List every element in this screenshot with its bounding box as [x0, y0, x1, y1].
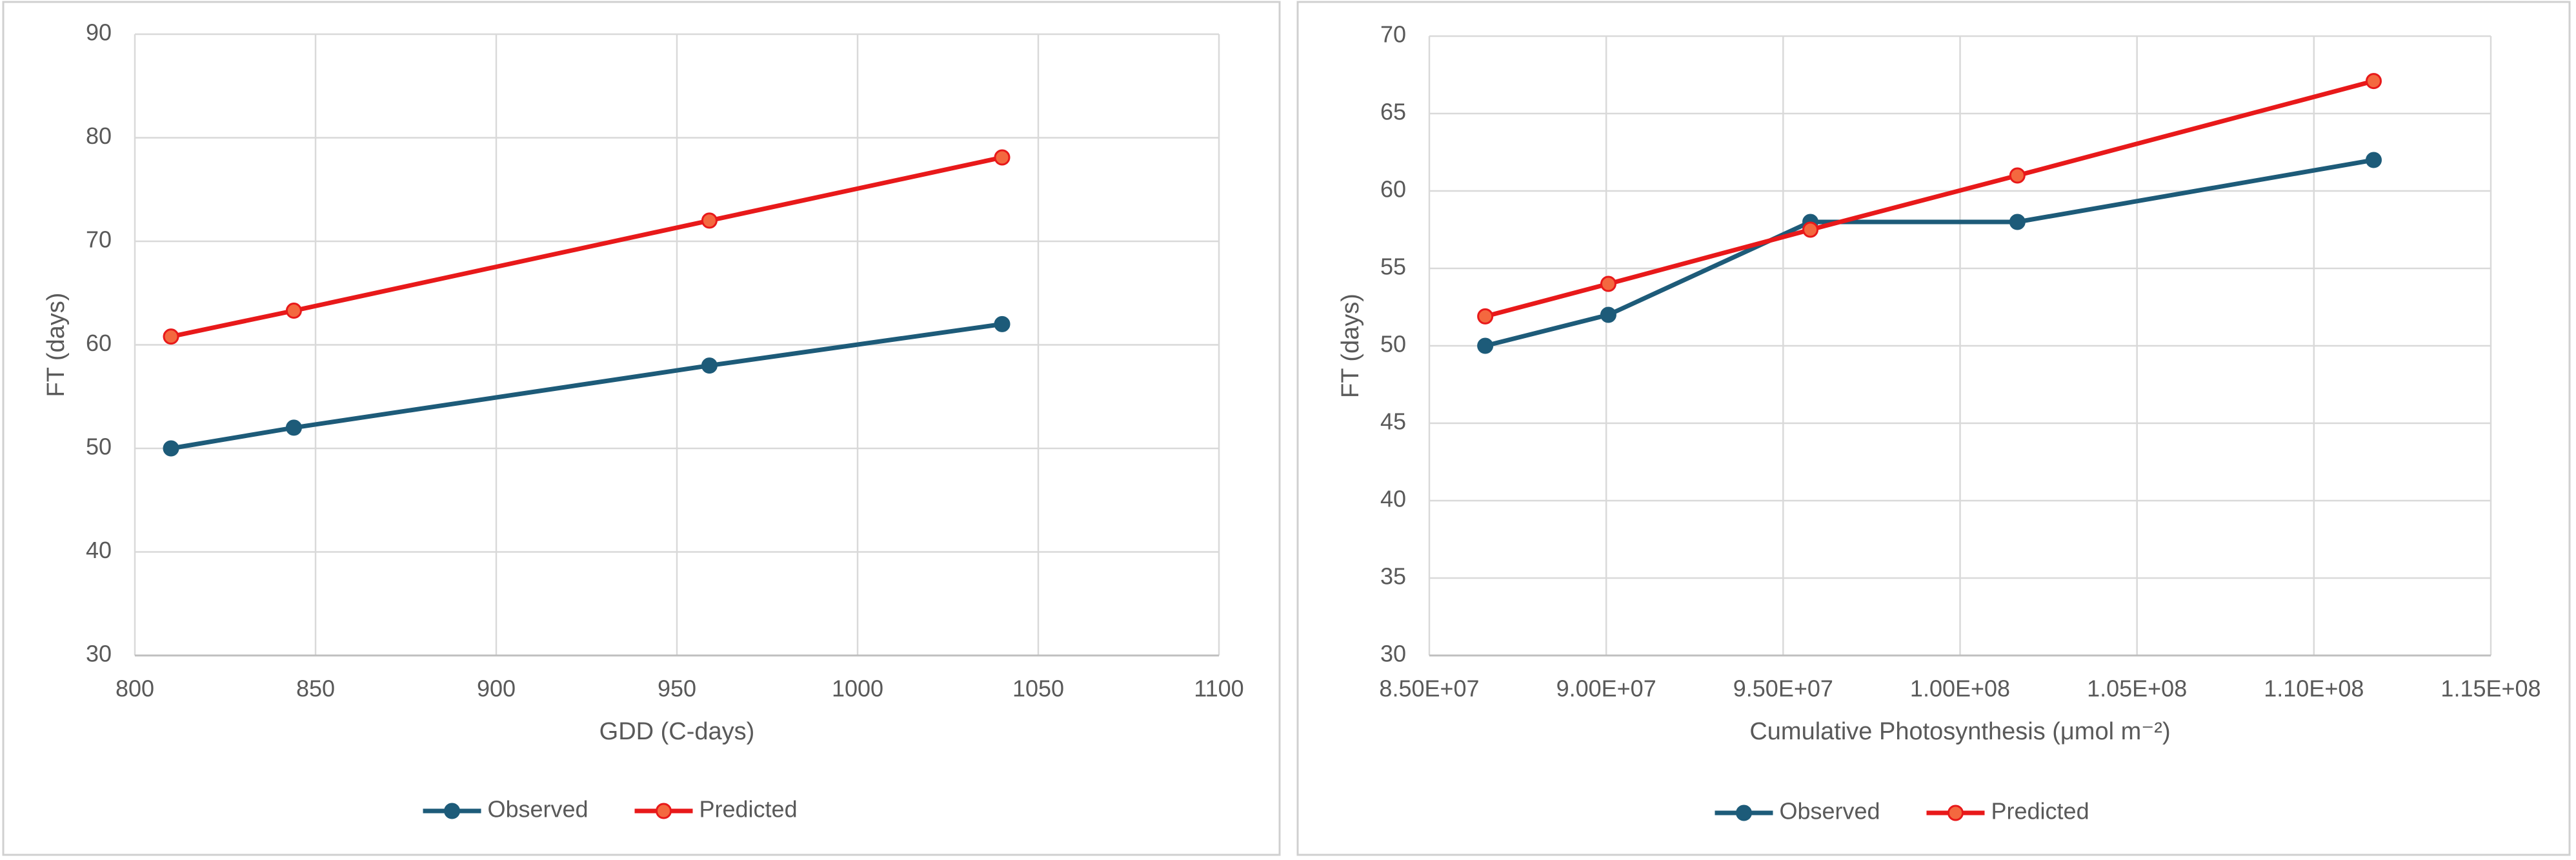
y-tick-label: 55	[1380, 254, 1406, 280]
y-tick-label: 50	[1380, 331, 1406, 357]
x-tick-label: 1050	[1012, 675, 1064, 702]
y-tick-label: 50	[86, 434, 112, 460]
x-tick-label: 9.00E+07	[1556, 675, 1656, 702]
data-point	[994, 315, 1011, 332]
data-point	[285, 419, 302, 436]
y-axis-title: FT (days)	[43, 293, 70, 397]
x-tick-label: 9.50E+07	[1733, 675, 1833, 702]
legend-marker	[1947, 805, 1964, 821]
panel-frame	[2, 1, 1281, 856]
data-point	[994, 149, 1011, 166]
data-point	[1600, 275, 1616, 292]
y-tick-label: 70	[86, 226, 112, 253]
legend-marker	[656, 803, 672, 819]
x-tick-label: 850	[296, 675, 335, 702]
data-point	[1600, 306, 1616, 323]
x-tick-label: 1.00E+08	[1910, 675, 2010, 702]
x-tick-label: 8.50E+07	[1379, 675, 1479, 702]
data-point	[1477, 308, 1494, 325]
panel-frame	[1296, 1, 2571, 856]
y-tick-label: 80	[86, 123, 112, 149]
data-point	[285, 303, 302, 319]
y-tick-label: 60	[1380, 176, 1406, 203]
series-line	[170, 155, 1003, 339]
y-tick-label: 90	[86, 19, 112, 46]
y-tick-label: 70	[1380, 21, 1406, 48]
legend-label: Observed	[488, 796, 589, 823]
data-point	[701, 212, 718, 229]
x-tick-label: 1.15E+08	[2440, 675, 2541, 702]
x-axis-title: GDD (C-days)	[599, 718, 755, 745]
data-point	[2366, 73, 2382, 90]
data-point	[1477, 337, 1494, 354]
x-tick-label: 1.05E+08	[2087, 675, 2187, 702]
y-tick-label: 65	[1380, 99, 1406, 125]
y-tick-label: 40	[86, 537, 112, 563]
data-point	[701, 357, 718, 374]
series-line	[170, 321, 1003, 451]
legend-label: Predicted	[699, 796, 798, 823]
data-point	[2366, 152, 2382, 168]
data-point	[2009, 167, 2026, 184]
data-point	[163, 440, 179, 457]
x-tick-label: 1100	[1194, 675, 1243, 702]
y-tick-label: 30	[86, 641, 112, 667]
y-tick-label: 60	[86, 330, 112, 356]
x-tick-label: 1000	[832, 675, 883, 702]
y-axis-title: FT (days)	[1337, 294, 1364, 398]
legend-marker	[444, 803, 460, 819]
data-point	[2009, 214, 2026, 230]
data-point	[1802, 221, 1819, 238]
data-point	[163, 328, 179, 345]
legend-label: Observed	[1780, 798, 1880, 825]
y-tick-label: 35	[1380, 563, 1406, 590]
y-tick-label: 40	[1380, 486, 1406, 512]
x-tick-label: 1.10E+08	[2264, 675, 2364, 702]
x-tick-label: 800	[116, 675, 154, 702]
x-axis-title: Cumulative Photosynthesis (μmol m⁻²)	[1749, 718, 2170, 745]
x-tick-label: 900	[477, 675, 516, 702]
legend-label: Predicted	[1991, 798, 2089, 825]
x-tick-label: 950	[658, 675, 696, 702]
y-tick-label: 45	[1380, 408, 1406, 435]
y-tick-label: 30	[1380, 641, 1406, 667]
legend-marker	[1736, 805, 1752, 821]
